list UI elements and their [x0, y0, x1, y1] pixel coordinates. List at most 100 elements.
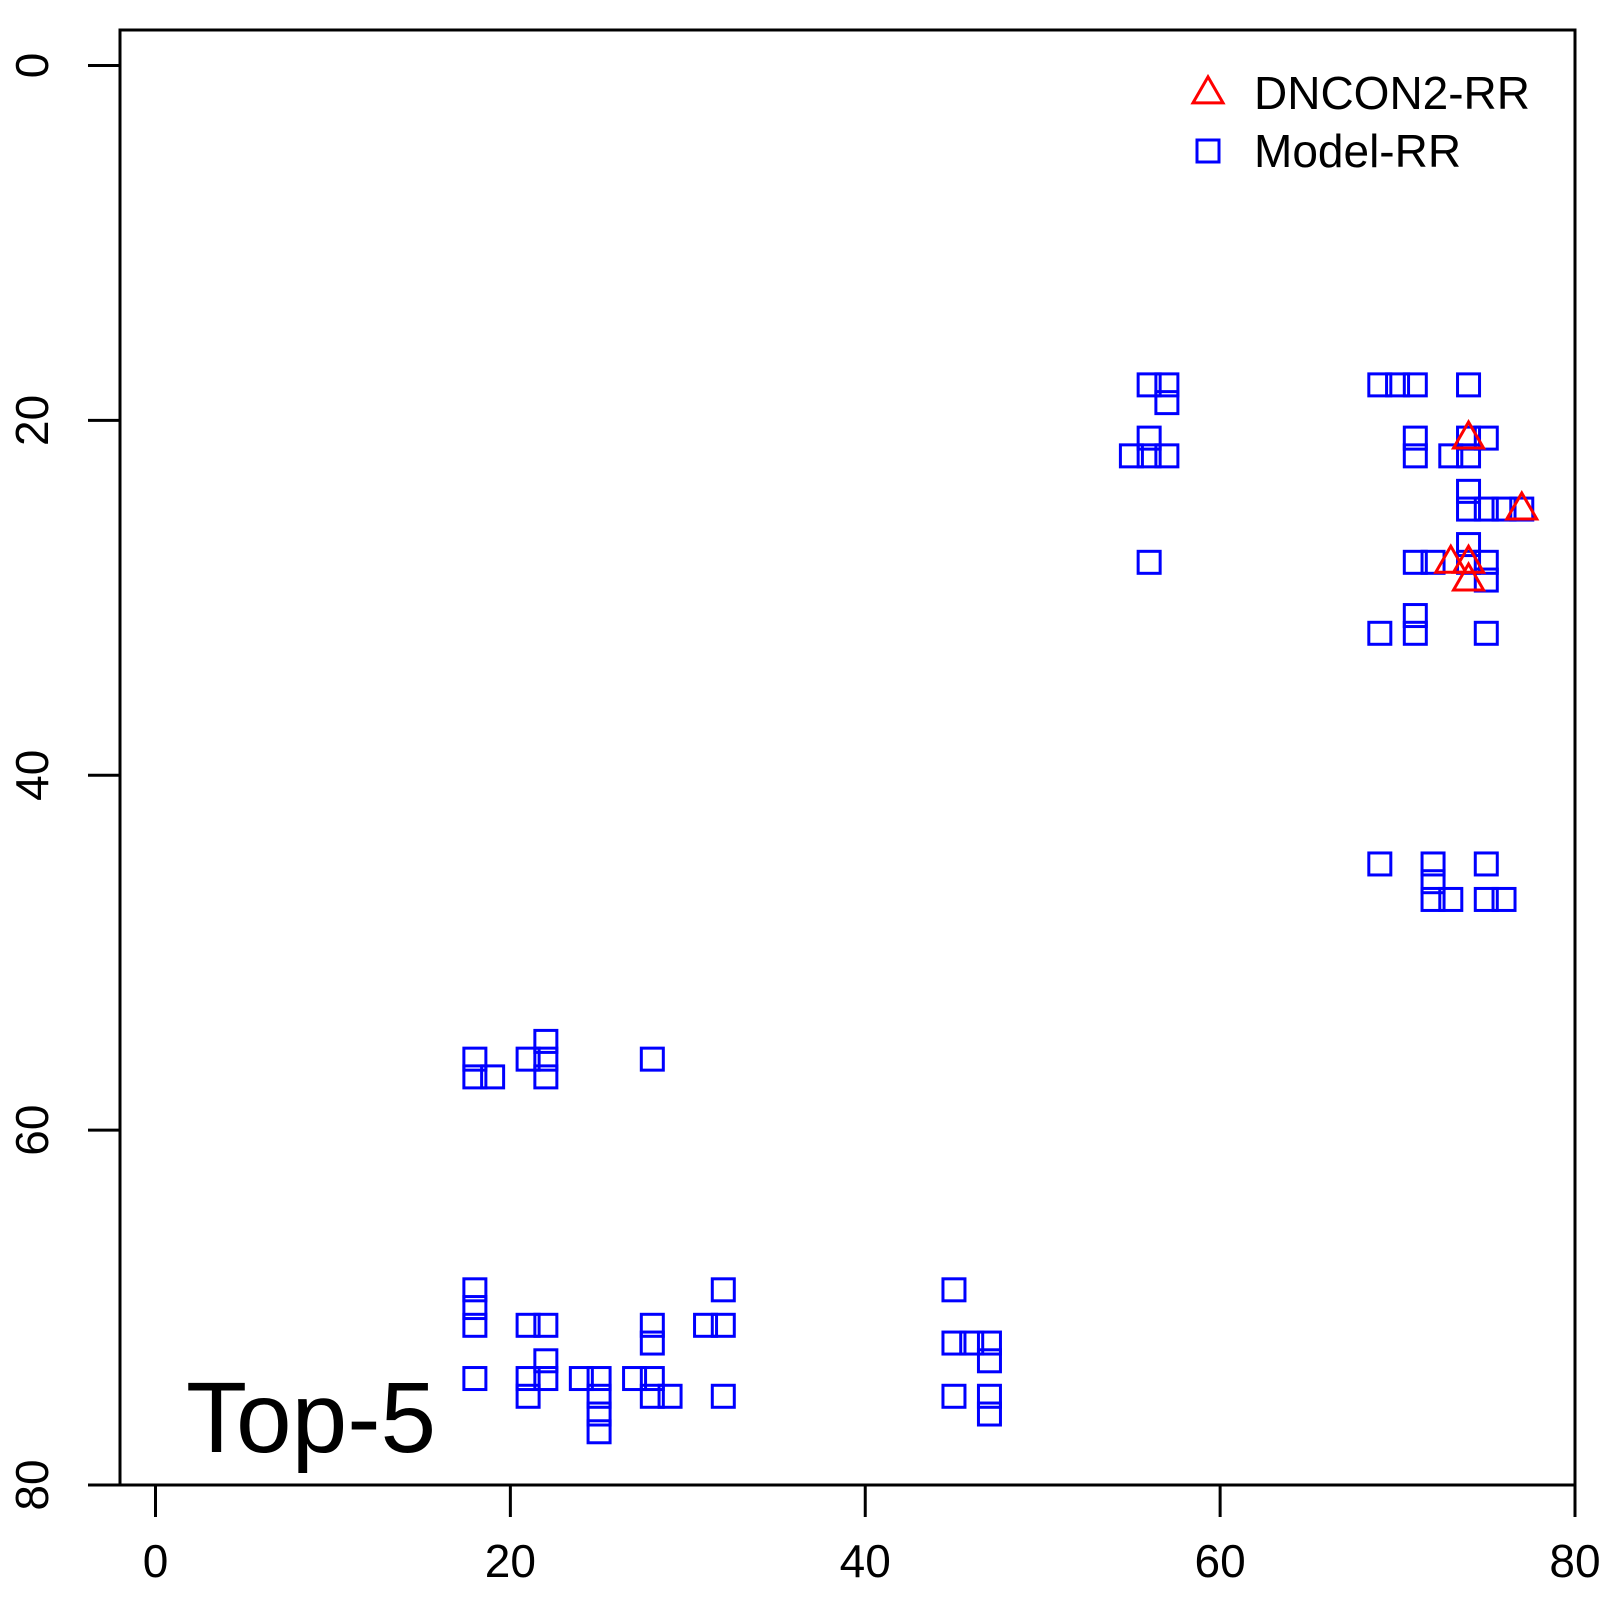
- model-rr-point: [533, 1064, 559, 1090]
- model-rr-point: [586, 1366, 612, 1392]
- model-rr-point: [515, 1046, 541, 1072]
- model-rr-point: [1154, 443, 1180, 469]
- data-points: [462, 372, 1540, 1445]
- model-rr-point: [941, 1277, 967, 1303]
- model-rr-point: [533, 1348, 559, 1374]
- legend: DNCON2-RR Model-RR: [1190, 67, 1530, 177]
- model-rr-point: [1402, 372, 1428, 398]
- model-rr-point: [462, 1366, 488, 1392]
- model-rr-point: [1136, 425, 1162, 451]
- model-rr-point: [480, 1064, 506, 1090]
- model-rr-point: [1118, 443, 1144, 469]
- model-rr-point: [1491, 496, 1517, 522]
- model-rr-point: [515, 1312, 541, 1338]
- model-rr-point: [639, 1366, 665, 1392]
- model-rr-point: [1385, 372, 1411, 398]
- x-tick-label: 80: [1549, 1535, 1600, 1587]
- model-rr-point: [533, 1366, 559, 1392]
- y-tick-label: 0: [6, 53, 58, 79]
- model-rr-point: [657, 1383, 683, 1409]
- model-rr-point: [710, 1277, 736, 1303]
- model-rr-point: [515, 1383, 541, 1409]
- model-rr-point: [1456, 532, 1482, 558]
- model-rr-point: [1456, 443, 1482, 469]
- model-rr-legend-marker: [1195, 138, 1221, 164]
- model-rr-point: [976, 1401, 1002, 1427]
- dncon2-rr-point: [1450, 418, 1487, 450]
- model-rr-point: [1402, 620, 1428, 646]
- model-rr-point: [1367, 620, 1393, 646]
- model-rr-point: [1402, 425, 1428, 451]
- model-rr-point: [1473, 851, 1499, 877]
- x-tick-label: 20: [485, 1535, 536, 1587]
- dncon2-rr-point: [1450, 543, 1487, 574]
- model-rr-point: [693, 1312, 719, 1338]
- model-rr-point: [622, 1366, 648, 1392]
- model-rr-point: [1402, 549, 1428, 575]
- model-rr-point: [462, 1312, 488, 1338]
- model-rr-point: [1136, 443, 1162, 469]
- model-rr-point: [1473, 496, 1499, 522]
- model-rr-point: [568, 1366, 594, 1392]
- model-rr-point: [515, 1366, 541, 1392]
- model-rr-point: [1473, 567, 1499, 593]
- model-rr-point: [639, 1312, 665, 1338]
- model-rr-point: [1491, 886, 1517, 912]
- model-rr-point: [1456, 372, 1482, 398]
- x-tick-label: 40: [840, 1535, 891, 1587]
- model-rr-point: [1367, 372, 1393, 398]
- dncon2-rr-point: [1450, 560, 1487, 592]
- model-rr-point: [639, 1046, 665, 1072]
- y-tick-label: 80: [6, 1459, 58, 1510]
- model-rr-point: [976, 1383, 1002, 1409]
- model-rr-point: [1367, 851, 1393, 877]
- dncon2-rr-point: [1504, 489, 1540, 521]
- x-tick-label: 0: [143, 1535, 169, 1587]
- model-rr-point: [533, 1028, 559, 1054]
- legend-label: DNCON2-RR: [1254, 67, 1530, 119]
- model-rr-point: [1456, 496, 1482, 522]
- x-tick-label: 60: [1195, 1535, 1246, 1587]
- dncon2-rr-legend-marker: [1190, 73, 1226, 105]
- model-rr-point: [1154, 390, 1180, 416]
- model-rr-point: [1473, 425, 1499, 451]
- model-rr-point: [533, 1046, 559, 1072]
- model-rr-point: [462, 1046, 488, 1072]
- model-rr-point: [462, 1064, 488, 1090]
- y-tick-label: 20: [6, 395, 58, 446]
- legend-label: Model-RR: [1254, 125, 1461, 177]
- model-rr-point: [1420, 549, 1446, 575]
- model-rr-point: [1420, 851, 1446, 877]
- model-rr-point: [462, 1295, 488, 1321]
- model-rr-point: [941, 1383, 967, 1409]
- model-rr-point: [586, 1383, 612, 1409]
- plot-frame: [118, 28, 1577, 1487]
- model-rr-point: [1473, 549, 1499, 575]
- panel-label: Top-5: [186, 1362, 436, 1474]
- model-rr-point: [976, 1330, 1002, 1356]
- model-rr-point: [639, 1330, 665, 1356]
- model-rr-point: [1136, 549, 1162, 575]
- model-rr-point: [1136, 372, 1162, 398]
- model-rr-point: [1420, 869, 1446, 895]
- model-rr-point: [1402, 443, 1428, 469]
- dncon2-rr-point: [1433, 543, 1469, 574]
- model-rr-point: [586, 1419, 612, 1445]
- model-rr-point: [1473, 886, 1499, 912]
- model-rr-point: [710, 1312, 736, 1338]
- model-rr-point: [1456, 478, 1482, 504]
- model-rr-point: [586, 1401, 612, 1427]
- model-rr-point: [959, 1330, 985, 1356]
- model-rr-point: [710, 1383, 736, 1409]
- model-rr-point: [1438, 443, 1464, 469]
- model-rr-point: [462, 1277, 488, 1303]
- y-tick-label: 40: [6, 750, 58, 801]
- model-rr-point: [1438, 886, 1464, 912]
- model-rr-point: [1154, 372, 1180, 398]
- model-rr-point: [1473, 620, 1499, 646]
- model-rr-point: [1402, 603, 1428, 629]
- y-tick-label: 60: [6, 1105, 58, 1156]
- model-rr-point: [533, 1312, 559, 1338]
- axes: 0 20 40 60 80 0 20 40 60 80: [6, 53, 1600, 1587]
